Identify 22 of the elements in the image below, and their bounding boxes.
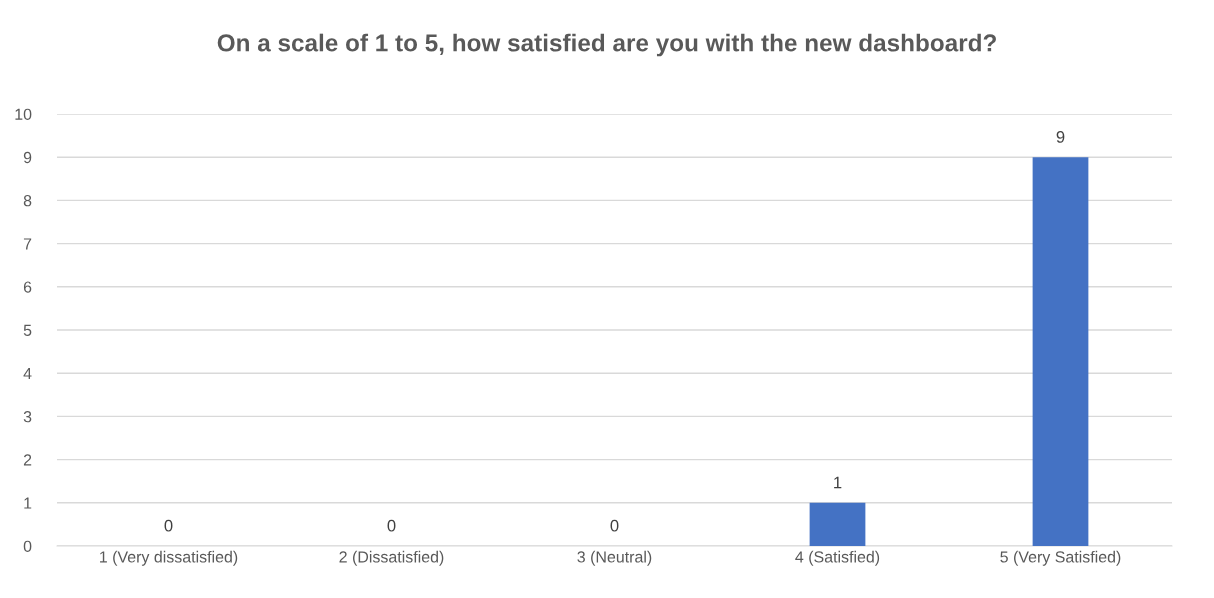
y-tick-label: 8 (23, 195, 32, 207)
y-tick-label: 7 (23, 238, 32, 250)
y-tick-label: 3 (23, 411, 32, 423)
y-tick-label: 4 (23, 368, 32, 379)
y-tick-label: 2 (23, 454, 32, 466)
y-tick-label: 0 (23, 540, 32, 552)
chart-title: On a scale of 1 to 5, how satisfied are you with the new dashboard? (217, 33, 996, 57)
y-tick-label: 5 (23, 324, 32, 336)
data-label: 0 (610, 519, 619, 532)
data-label: 0 (387, 519, 396, 532)
y-tick-label: 6 (23, 281, 32, 293)
y-tick-label: 1 (24, 497, 32, 509)
x-tick-label: 5 (Very Satisfied) (1000, 550, 1121, 566)
data-label: 9 (1056, 130, 1065, 143)
data-label: 0 (164, 519, 173, 532)
y-tick-label: 9 (23, 151, 32, 164)
y-tick-label: 10 (15, 108, 32, 120)
x-tick-label: 2 (Dissatisfied) (339, 550, 444, 566)
x-tick-label: 3 (Neutral) (577, 550, 652, 566)
x-tick-label: 4 (Satisfied) (795, 550, 880, 566)
x-tick-label: 1 (Very dissatisfied) (100, 550, 238, 566)
data-label: 1 (834, 476, 842, 489)
